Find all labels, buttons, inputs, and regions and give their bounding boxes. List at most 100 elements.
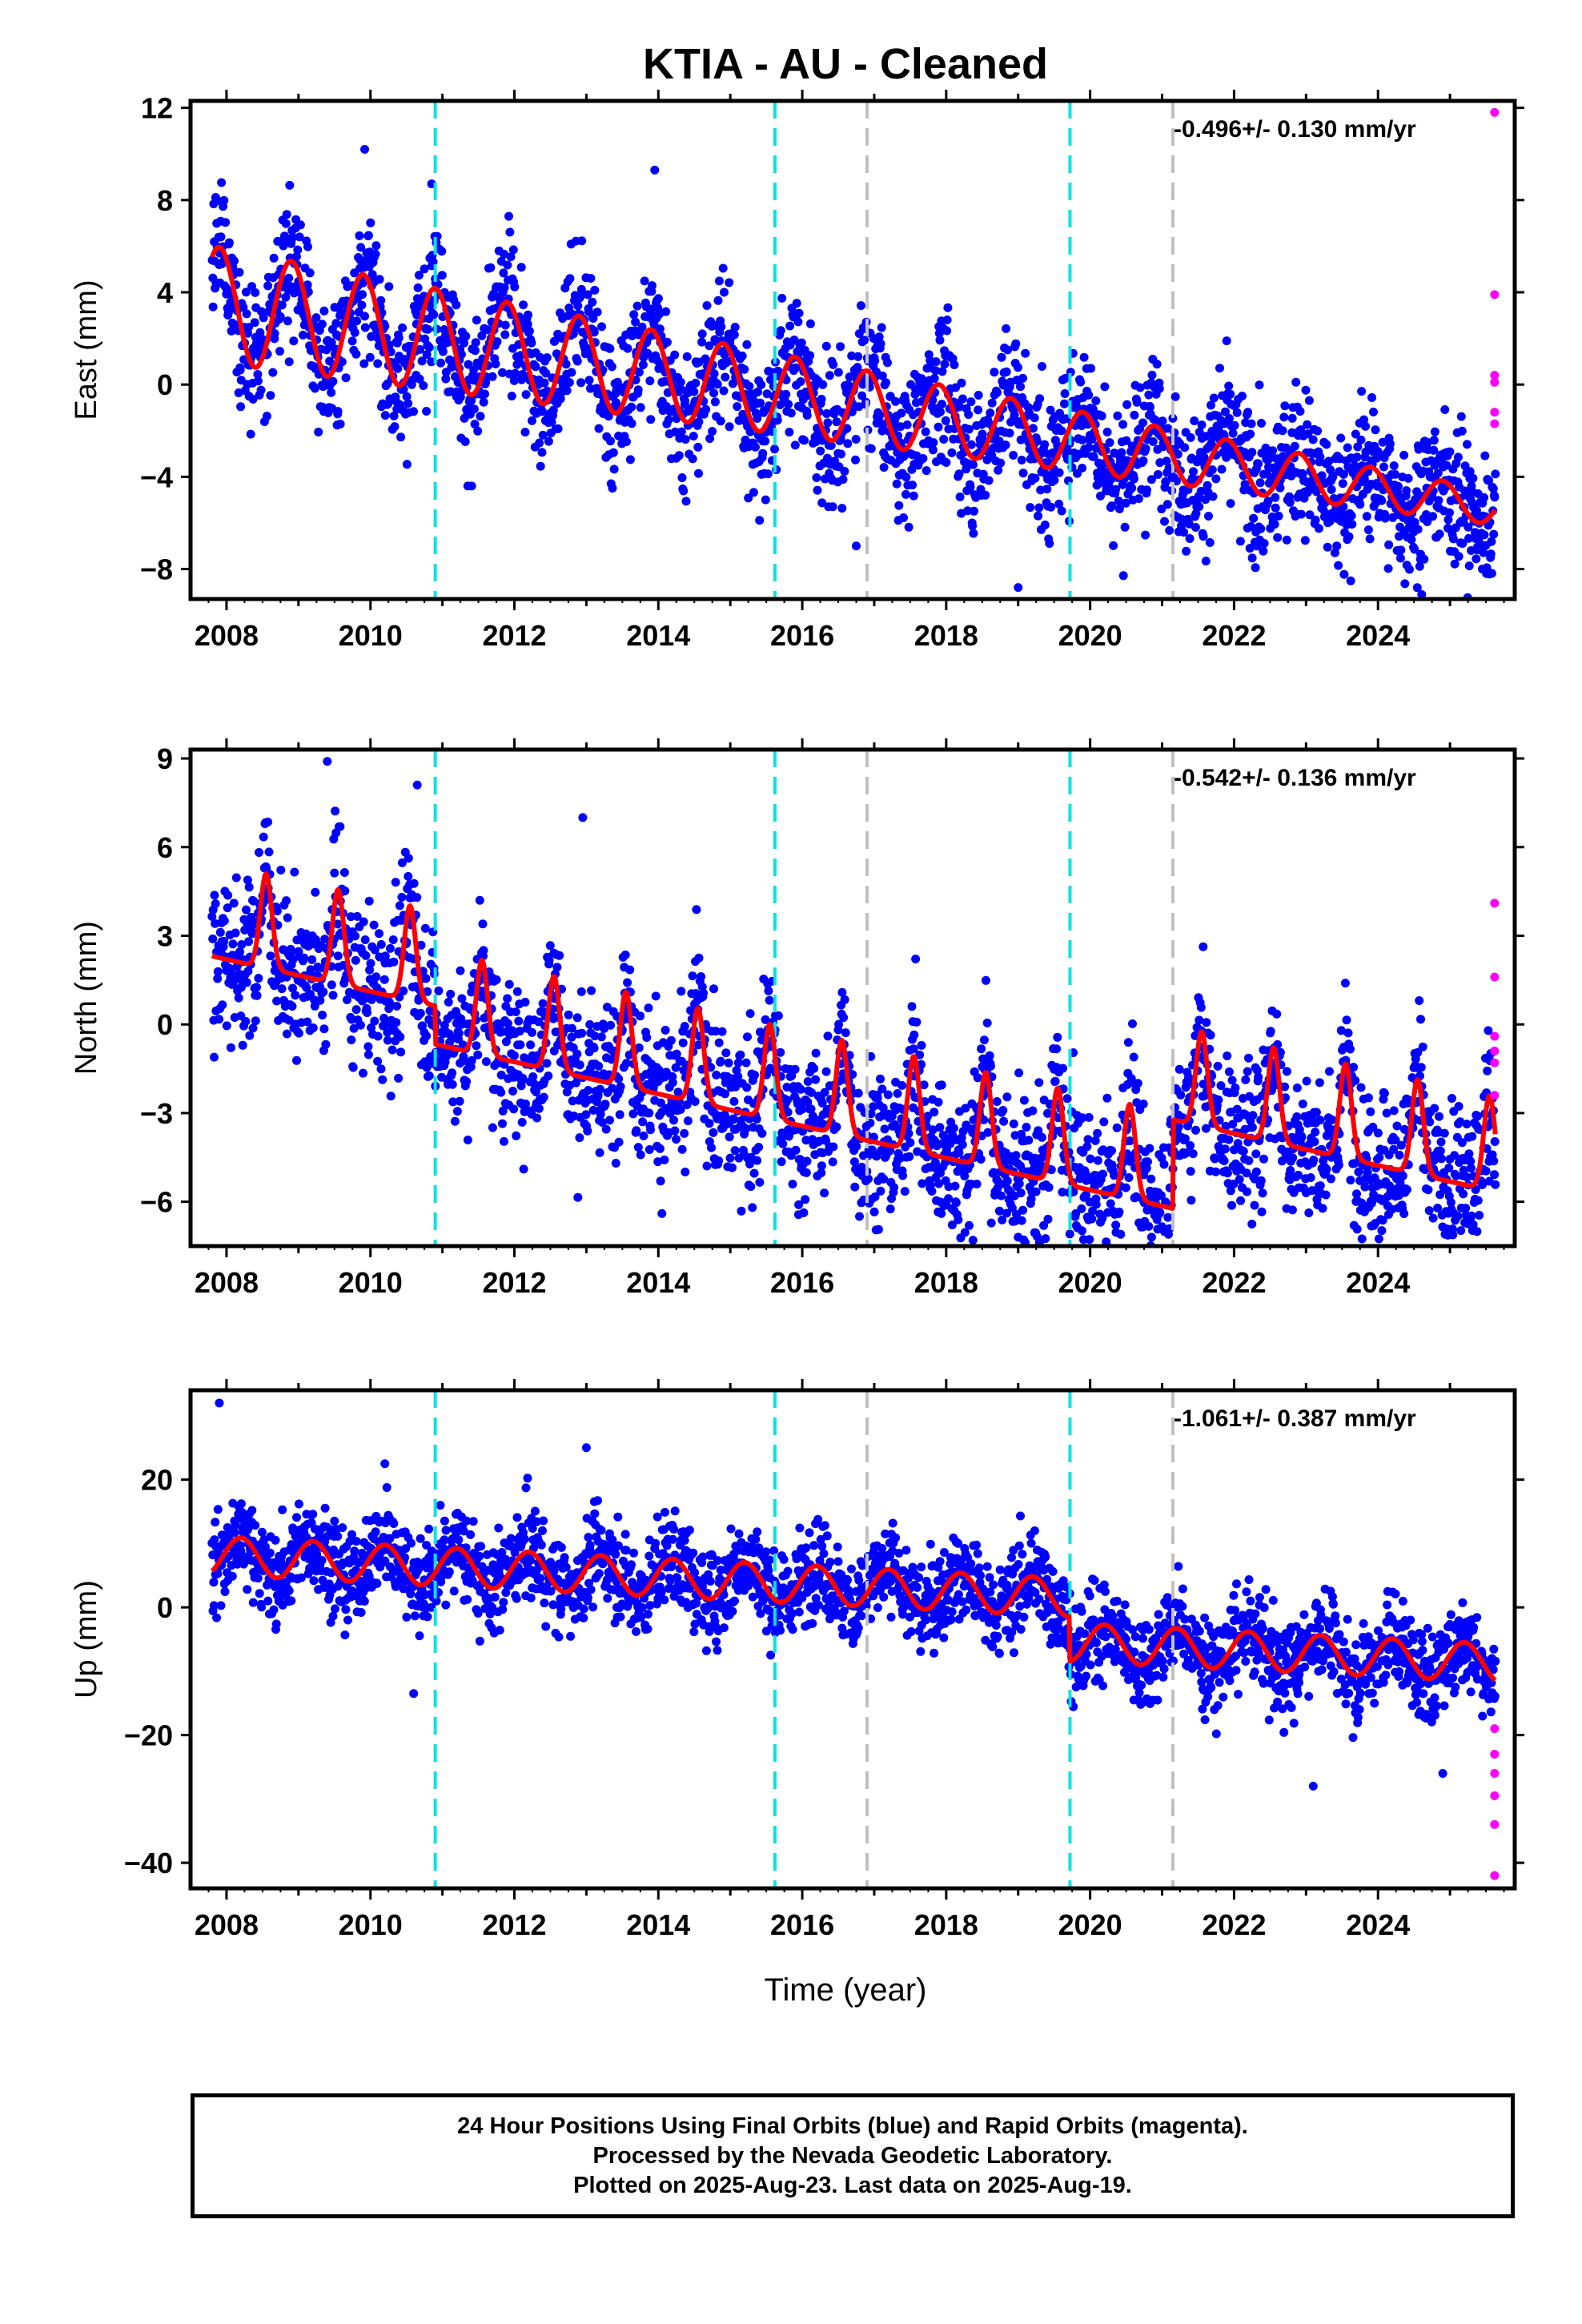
final-orbit-point (751, 442, 760, 452)
final-orbit-point (919, 1080, 929, 1090)
final-orbit-point (240, 925, 250, 935)
final-orbit-point (950, 1181, 960, 1191)
final-orbit-point (248, 395, 258, 404)
final-orbit-point (1009, 1119, 1018, 1128)
final-orbit-point (1014, 363, 1022, 372)
final-orbit-point (1122, 400, 1132, 409)
final-orbit-point (749, 1168, 759, 1178)
final-orbit-point (285, 180, 295, 190)
final-orbit-point (1410, 517, 1419, 527)
final-orbit-point (998, 1106, 1008, 1115)
final-orbit-point (807, 1088, 817, 1097)
final-orbit-point (1403, 473, 1413, 483)
final-orbit-point (1138, 1100, 1148, 1108)
final-orbit-point (409, 407, 418, 416)
final-orbit-point (1244, 1053, 1253, 1063)
final-orbit-point (526, 1040, 536, 1050)
final-orbit-point (1457, 426, 1467, 436)
final-orbit-point (1251, 1167, 1261, 1176)
final-orbit-point (1233, 1139, 1243, 1148)
final-orbit-point (954, 1215, 963, 1224)
final-orbit-point (730, 1146, 740, 1156)
final-orbit-point (817, 1168, 826, 1177)
final-orbit-point (1165, 525, 1174, 535)
final-orbit-point (371, 972, 381, 982)
final-orbit-point (745, 1009, 755, 1019)
final-orbit-point (966, 397, 976, 407)
final-orbit-point (1195, 1015, 1204, 1025)
final-orbit-point (644, 1108, 654, 1118)
final-orbit-point (1199, 942, 1208, 951)
final-orbit-point (386, 943, 395, 953)
final-orbit-point (371, 241, 381, 251)
final-orbit-point (335, 420, 345, 428)
final-orbit-point (803, 1077, 813, 1086)
final-orbit-point (561, 360, 571, 369)
final-orbit-point (1479, 548, 1488, 557)
final-orbit-point (1465, 467, 1475, 476)
final-orbit-point (950, 360, 959, 369)
final-orbit-point (792, 299, 801, 308)
final-orbit-point (365, 352, 375, 362)
final-orbit-point (776, 1047, 785, 1057)
final-orbit-point (577, 236, 587, 246)
final-orbit-point (307, 955, 317, 964)
final-orbit-point (957, 378, 966, 388)
final-orbit-point (290, 867, 299, 877)
final-orbit-point (1204, 512, 1213, 521)
final-orbit-point (311, 887, 320, 897)
final-orbit-point (351, 349, 361, 359)
final-orbit-point (931, 366, 940, 376)
final-orbit-point (242, 309, 251, 319)
final-orbit-point (1235, 1175, 1244, 1184)
final-orbit-point (1377, 496, 1387, 505)
final-orbit-point (870, 356, 880, 365)
final-orbit-point (973, 1073, 982, 1083)
final-orbit-point (878, 1103, 888, 1112)
final-orbit-point (573, 1192, 583, 1202)
final-orbit-point (1053, 1032, 1062, 1042)
final-orbit-point (917, 1040, 926, 1050)
final-orbit-point (534, 1017, 544, 1027)
final-orbit-point (753, 414, 762, 423)
final-orbit-point (749, 488, 758, 497)
final-orbit-point (567, 368, 576, 377)
final-orbit-point (1090, 1136, 1100, 1145)
final-orbit-point (420, 264, 429, 274)
final-orbit-point (1302, 1076, 1311, 1086)
final-orbit-point (764, 986, 773, 995)
final-orbit-point (1287, 1205, 1297, 1215)
final-orbit-point (292, 1055, 301, 1065)
final-orbit-point (1118, 571, 1128, 581)
final-orbit-point (1259, 539, 1269, 548)
plot-area (207, 750, 1500, 1282)
final-orbit-point (1134, 1264, 1142, 1273)
final-orbit-point (521, 1100, 530, 1108)
final-orbit-point (947, 448, 957, 457)
final-orbit-point (799, 1208, 809, 1217)
final-orbit-point (634, 368, 644, 377)
final-orbit-point (937, 1208, 946, 1218)
final-orbit-point (776, 326, 785, 336)
final-orbit-point (1243, 1067, 1252, 1076)
final-orbit-point (1274, 511, 1283, 521)
final-orbit-point (719, 386, 729, 396)
final-orbit-point (1122, 436, 1131, 445)
final-orbit-point (660, 1155, 669, 1164)
final-orbit-point (1052, 1044, 1062, 1054)
final-orbit-point (1241, 1075, 1251, 1084)
final-orbit-point (834, 1019, 844, 1029)
final-orbit-point (1086, 1154, 1095, 1164)
final-orbit-point (607, 362, 616, 372)
final-orbit-point (1292, 1112, 1302, 1121)
final-orbit-point (1162, 1273, 1170, 1282)
final-orbit-point (1173, 449, 1182, 459)
final-orbit-point (481, 1057, 491, 1067)
final-orbit-point (544, 436, 553, 446)
final-orbit-point (508, 245, 518, 255)
final-orbit-point (277, 984, 287, 994)
final-orbit-point (210, 891, 219, 900)
final-orbit-point (904, 1128, 913, 1138)
final-orbit-point (921, 466, 931, 476)
final-orbit-point (1223, 1051, 1232, 1060)
